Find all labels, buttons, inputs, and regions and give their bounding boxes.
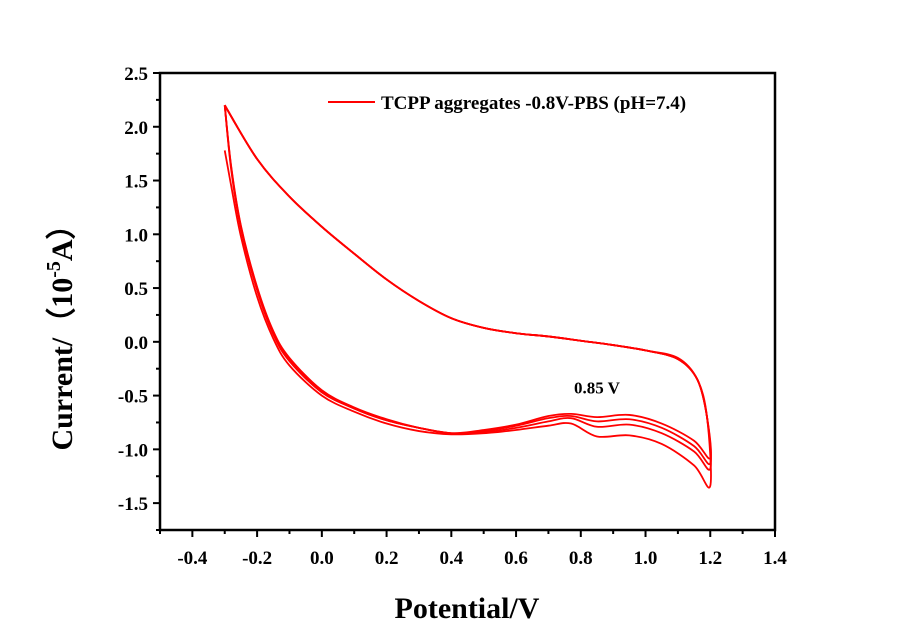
peak-annotation: 0.85 V xyxy=(574,378,621,397)
x-tick-label: 0.6 xyxy=(504,548,528,569)
plot-frame xyxy=(158,71,777,532)
x-tick-label: 0.2 xyxy=(375,548,399,569)
x-tick-label: 0.0 xyxy=(310,548,334,569)
cv-cycle-line xyxy=(223,104,712,460)
y-tick-label: -0.5 xyxy=(118,387,148,408)
y-tick-label: -1.0 xyxy=(118,440,148,461)
y-tick-label: 0.0 xyxy=(124,333,148,354)
y-axis-label-main: Current/（10 xyxy=(45,278,79,451)
y-tick-label: 1.5 xyxy=(124,172,148,193)
y-axis-label-unit: A） xyxy=(45,209,79,261)
curves xyxy=(223,104,712,489)
y-tick-label: -1.5 xyxy=(118,494,148,515)
cv-cycle-line xyxy=(223,104,712,466)
x-tick-label: 0.8 xyxy=(569,548,593,569)
x-tick-label: -0.2 xyxy=(242,548,272,569)
y-tick-label: 2.5 xyxy=(124,64,148,85)
x-tick-label: -0.4 xyxy=(177,548,208,569)
ticks: -0.4 -0.2 0.0 0.2 0.4 0.6 0.8 1.0 1.2 1.4 -1.5 -1.0… xyxy=(118,64,787,569)
y-axis-label-exp: -5 xyxy=(43,261,65,278)
y-tick-label: 1.0 xyxy=(124,225,148,246)
legend-label: TCPP aggregates -0.8V-PBS (pH=7.4) xyxy=(381,93,686,114)
x-tick-label: 1.0 xyxy=(634,548,658,569)
x-tick-label: 0.4 xyxy=(439,548,463,569)
y-axis-label: Current/（10-5A） xyxy=(43,209,79,450)
legend: TCPP aggregates -0.8V-PBS (pH=7.4) xyxy=(328,93,686,114)
x-tick-label: 1.4 xyxy=(763,548,787,569)
x-axis-label: Potential/V xyxy=(395,592,540,625)
y-tick-label: 0.5 xyxy=(124,279,148,300)
y-tick-label: 2.0 xyxy=(124,118,148,139)
x-tick-label: 1.2 xyxy=(698,548,722,569)
cv-cycle-line xyxy=(223,104,712,489)
cv-cycle-line xyxy=(223,104,712,471)
